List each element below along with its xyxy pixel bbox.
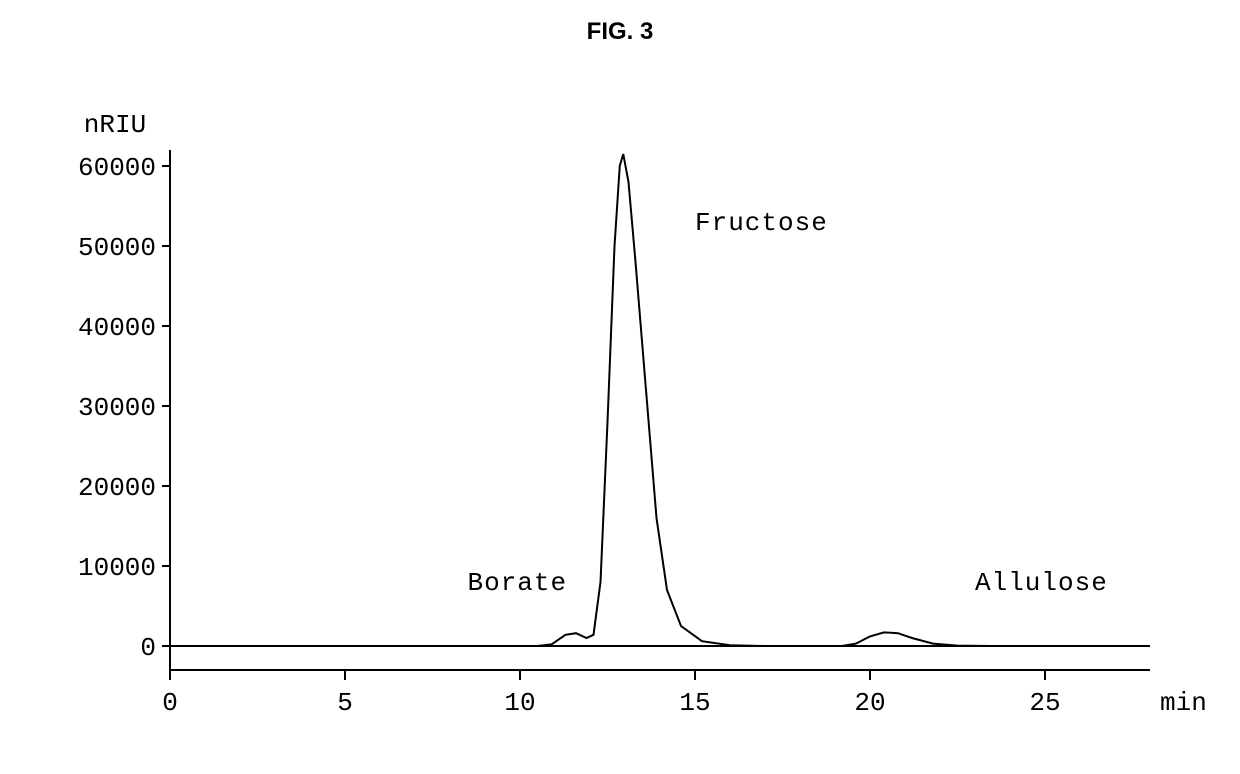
y-tick-label: 0: [140, 633, 156, 663]
y-tick-label: 60000: [78, 153, 156, 183]
chromatogram-chart: 0 10000 20000 30000 40000 50000 60000 0 5 10 15 20 2…: [0, 0, 1240, 774]
x-tick-label: 20: [854, 688, 885, 718]
peak-label: Allulose: [975, 568, 1108, 598]
x-tick-label: 25: [1029, 688, 1060, 718]
x-tick-label: 0: [162, 688, 178, 718]
peak-label: Fructose: [695, 208, 828, 238]
x-tick-label: 10: [504, 688, 535, 718]
y-axis-label: nRIU: [84, 110, 146, 140]
y-tick-label: 40000: [78, 313, 156, 343]
x-tick-label: 5: [337, 688, 353, 718]
x-axis-label: min: [1160, 688, 1207, 718]
y-tick-label: 10000: [78, 553, 156, 583]
y-tick-label: 20000: [78, 473, 156, 503]
x-tick-label: 15: [679, 688, 710, 718]
peak-label: Borate: [468, 568, 568, 598]
y-tick-label: 50000: [78, 233, 156, 263]
y-tick-label: 30000: [78, 393, 156, 423]
